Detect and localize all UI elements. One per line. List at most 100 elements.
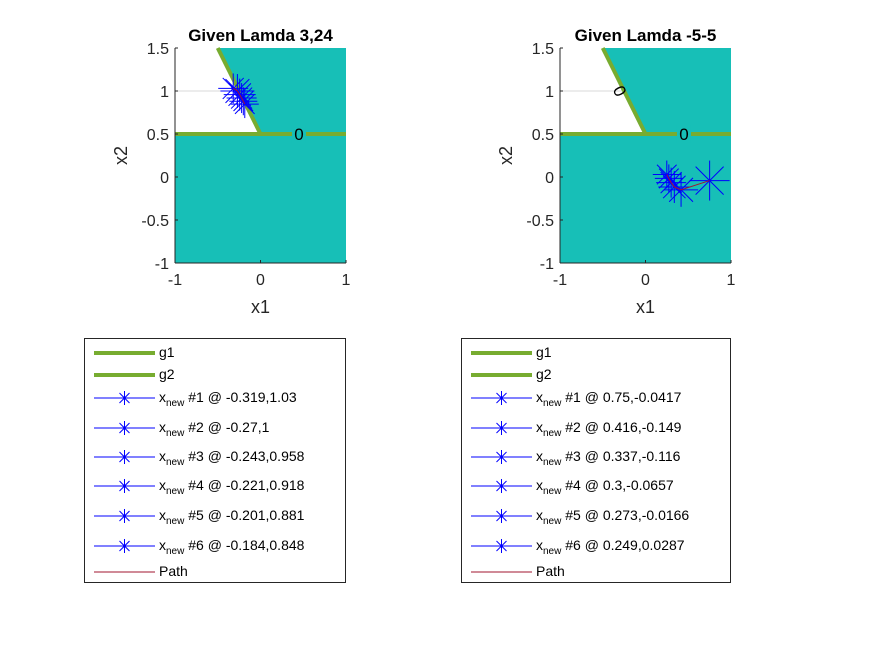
legend-sample bbox=[471, 539, 532, 553]
legend-series-name: #4 @ 0.3,-0.0657 bbox=[565, 477, 674, 493]
legend-x-subscript: new bbox=[166, 516, 185, 527]
legend-marker bbox=[496, 422, 507, 434]
legend-item-xnew-5: xnew #5 @ 0.273,-0.0166 bbox=[462, 506, 730, 527]
legend-series-name: #4 @ -0.221,0.918 bbox=[188, 477, 305, 493]
legend-marker bbox=[119, 451, 130, 463]
legend-sample bbox=[94, 450, 155, 464]
legend-x-subscript: new bbox=[543, 457, 562, 468]
legend-sample bbox=[471, 373, 532, 377]
legend-sample bbox=[94, 539, 155, 553]
legend-series-name: #6 @ -0.184,0.848 bbox=[188, 537, 305, 553]
legend-x-subscript: new bbox=[543, 486, 562, 497]
y-tick-label: 1 bbox=[160, 84, 169, 101]
legend-label: xnew #1 @ -0.319,1.03 bbox=[159, 389, 297, 409]
legend-series-name: #5 @ 0.273,-0.0166 bbox=[565, 507, 690, 523]
chart-title: Given Lamda 3,24 bbox=[188, 26, 333, 45]
marker-stroke bbox=[234, 93, 255, 115]
legend-item-xnew-5: xnew #5 @ -0.201,0.881 bbox=[85, 506, 345, 527]
chart-title: Given Lamda -5-5 bbox=[575, 26, 717, 45]
path-line bbox=[232, 87, 246, 105]
legend-x-subscript: new bbox=[543, 398, 562, 409]
legend-x-base: x bbox=[536, 448, 543, 464]
legend-item-g1: g1 bbox=[85, 343, 345, 363]
legend-item-xnew-3: xnew #3 @ 0.337,-0.116 bbox=[462, 447, 730, 468]
y-axis-label: x2 bbox=[496, 146, 516, 165]
legend-x-subscript: new bbox=[543, 516, 562, 527]
y-tick-label: 0 bbox=[160, 170, 169, 187]
legend-label: xnew #2 @ -0.27,1 bbox=[159, 419, 269, 439]
contour-label-g2: 0 bbox=[679, 125, 688, 144]
legend-item-xnew-2: xnew #2 @ 0.416,-0.149 bbox=[462, 418, 730, 439]
legend-sample bbox=[94, 421, 155, 435]
legend-label: xnew #3 @ 0.337,-0.116 bbox=[536, 448, 681, 468]
x-tick-label: 0 bbox=[256, 272, 265, 289]
y-tick-label: 0 bbox=[545, 170, 554, 187]
legend-label: g1 bbox=[536, 344, 552, 360]
legend-series-name: #3 @ 0.337,-0.116 bbox=[565, 448, 681, 464]
legend-item-xnew-4: xnew #4 @ 0.3,-0.0657 bbox=[462, 476, 730, 497]
legend-x-subscript: new bbox=[543, 428, 562, 439]
legend-x-subscript: new bbox=[166, 398, 185, 409]
x-tick-label: -1 bbox=[168, 272, 182, 289]
x-tick-label: 1 bbox=[342, 272, 351, 289]
legend-label: xnew #2 @ 0.416,-0.149 bbox=[536, 419, 681, 439]
legend-item-xnew-1: xnew #1 @ -0.319,1.03 bbox=[85, 388, 345, 409]
legend-sample bbox=[471, 571, 532, 573]
legend-label: Path bbox=[159, 563, 188, 579]
legend-item-xnew-3: xnew #3 @ -0.243,0.958 bbox=[85, 447, 345, 468]
path-line bbox=[666, 174, 710, 191]
legend-x-base: x bbox=[536, 389, 543, 405]
legend-label: g1 bbox=[159, 344, 175, 360]
legend-right: g1 g2 xnew #1 @ 0.75,-0.0417 xnew #2 @ 0.41… bbox=[461, 338, 731, 583]
legend-item-xnew-1: xnew #1 @ 0.75,-0.0417 bbox=[462, 388, 730, 409]
legend-sample bbox=[471, 479, 532, 493]
legend-marker bbox=[119, 392, 130, 404]
legend-x-base: x bbox=[536, 507, 543, 523]
legend-marker bbox=[496, 510, 507, 522]
legend-label: xnew #5 @ -0.201,0.881 bbox=[159, 507, 305, 527]
y-tick-label: 0.5 bbox=[147, 127, 169, 144]
legend-x-base: x bbox=[536, 477, 543, 493]
legend-x-base: x bbox=[159, 448, 166, 464]
legend-item-xnew-4: xnew #4 @ -0.221,0.918 bbox=[85, 476, 345, 497]
y-tick-label: -0.5 bbox=[141, 213, 169, 230]
x-tick-label: -1 bbox=[553, 272, 567, 289]
legend-x-subscript: new bbox=[166, 546, 185, 557]
legend-sample bbox=[471, 391, 532, 405]
legend-left: g1 g2 xnew #1 @ -0.319,1.03 xnew #2 @ -0.27… bbox=[84, 338, 346, 583]
legend-marker bbox=[496, 480, 507, 492]
legend-item-path: Path bbox=[462, 562, 730, 582]
legend-series-name: #6 @ 0.249,0.0287 bbox=[565, 537, 685, 553]
legend-item-xnew-6: xnew #6 @ -0.184,0.848 bbox=[85, 536, 345, 557]
legend-item-g1: g1 bbox=[462, 343, 730, 363]
x-axis-label: x1 bbox=[251, 297, 270, 317]
legend-x-base: x bbox=[159, 477, 166, 493]
legend-item-g2: g2 bbox=[462, 365, 730, 385]
y-tick-label: -1 bbox=[540, 256, 554, 273]
x-tick-label: 1 bbox=[727, 272, 736, 289]
legend-x-base: x bbox=[159, 537, 166, 553]
contour-label-bg bbox=[291, 125, 306, 143]
legend-sample bbox=[94, 391, 155, 405]
legend-label: xnew #4 @ 0.3,-0.0657 bbox=[536, 477, 674, 497]
legend-label: xnew #6 @ -0.184,0.848 bbox=[159, 537, 305, 557]
legend-label: xnew #5 @ 0.273,-0.0166 bbox=[536, 507, 690, 527]
legend-marker bbox=[496, 451, 507, 463]
legend-item-xnew-6: xnew #6 @ 0.249,0.0287 bbox=[462, 536, 730, 557]
legend-item-g2: g2 bbox=[85, 365, 345, 385]
legend-item-xnew-2: xnew #2 @ -0.27,1 bbox=[85, 418, 345, 439]
legend-item-path: Path bbox=[85, 562, 345, 582]
legend-x-subscript: new bbox=[166, 457, 185, 468]
legend-series-name: #5 @ -0.201,0.881 bbox=[188, 507, 305, 523]
x-tick-label: 0 bbox=[641, 272, 650, 289]
legend-label: Path bbox=[536, 563, 565, 579]
legend-x-base: x bbox=[536, 419, 543, 435]
y-tick-label: 1.5 bbox=[532, 41, 554, 58]
y-axis-label: x2 bbox=[111, 146, 131, 165]
y-tick-label: 0.5 bbox=[532, 127, 554, 144]
contour-label-g2: 0 bbox=[294, 125, 303, 144]
legend-sample bbox=[471, 509, 532, 523]
legend-marker bbox=[119, 540, 130, 552]
feasible-region bbox=[560, 48, 731, 263]
